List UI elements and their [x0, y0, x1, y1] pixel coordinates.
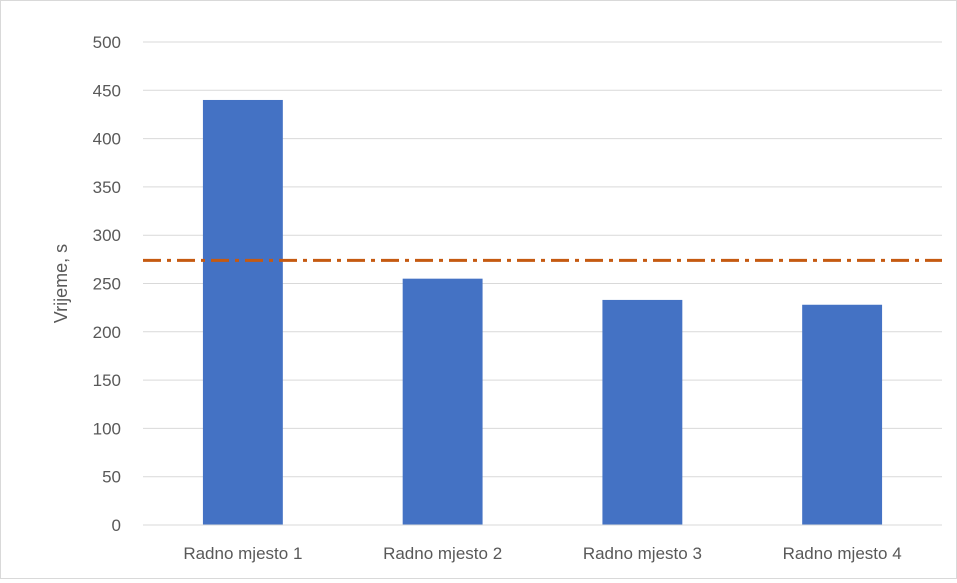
y-tick-label: 100: [93, 419, 121, 438]
y-tick-label: 0: [112, 516, 121, 535]
x-tick-label: Radno mjesto 4: [783, 544, 902, 563]
x-tick-label: Radno mjesto 1: [183, 544, 302, 563]
y-axis-label: Vrijeme, s: [51, 244, 71, 323]
axes: 0 50 100 150 200 250 300 350 400 450 500 Radno mjes…: [93, 33, 942, 563]
y-tick-label: 400: [93, 130, 121, 149]
y-tick-label: 350: [93, 178, 121, 197]
bar: [202, 99, 283, 526]
bar: [602, 299, 683, 525]
y-tick-label: 250: [93, 275, 121, 294]
x-tick-label: Radno mjesto 3: [583, 544, 702, 563]
y-tick-label: 200: [93, 323, 121, 342]
bar: [402, 278, 483, 525]
y-tick-label: 450: [93, 81, 121, 100]
bar: [802, 304, 883, 525]
bars: [202, 99, 883, 526]
y-tick-label: 500: [93, 33, 121, 52]
y-tick-label: 300: [93, 226, 121, 245]
y-tick-label: 150: [93, 371, 121, 390]
x-tick-label: Radno mjesto 2: [383, 544, 502, 563]
y-tick-label: 50: [102, 468, 121, 487]
